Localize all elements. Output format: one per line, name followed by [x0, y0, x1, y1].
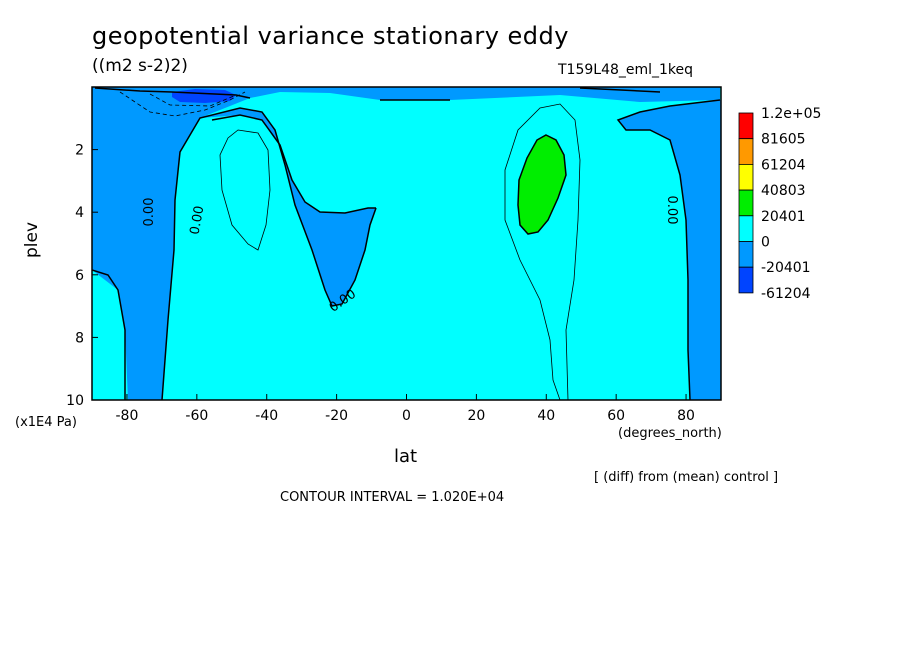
contour-interval: CONTOUR INTERVAL = 1.020E+04	[280, 490, 505, 505]
contour-dashed-top	[119, 91, 246, 117]
colorbar: 1.2e+05 81605 61204 40803 20401 0 -20401 -61204	[738, 106, 821, 302]
fill-positive-north	[518, 135, 566, 234]
contour-zero-south	[92, 269, 126, 400]
x-tick-label: 20	[467, 408, 485, 424]
x-axis-unit: (degrees_north)	[618, 426, 722, 441]
x-tick-label: 40	[537, 408, 555, 424]
contour-lines	[92, 87, 721, 400]
chart-units: ((m2 s-2)2)	[92, 56, 188, 76]
colorbar-swatch	[738, 189, 754, 217]
colorbar-swatch	[738, 266, 754, 294]
colorbar-swatch	[738, 215, 754, 242]
contour-thin-south	[219, 129, 271, 251]
colorbar-swatch	[738, 241, 754, 268]
colorbar-label: 1.2e+05	[761, 106, 821, 122]
colorbar-swatch	[738, 163, 754, 191]
contour-positive-north	[517, 134, 567, 235]
contour-zero-mid-south	[161, 107, 377, 400]
contour-label: 0.00	[188, 205, 208, 236]
x-tick-label: 60	[607, 408, 625, 424]
x-tick-label: -20	[325, 408, 348, 424]
colorbar-label: 81605	[761, 132, 806, 148]
x-tick-label: 0	[402, 408, 411, 424]
colorbar-label: 20401	[761, 209, 806, 225]
contour-label: 0.00	[664, 196, 679, 225]
y-axis: 2 4 6 8 10	[66, 143, 98, 409]
y-tick-label: 4	[75, 205, 84, 221]
colorbar-label: -20401	[761, 260, 811, 276]
y-tick-label: 6	[75, 268, 84, 284]
contour-label: 0.00	[142, 198, 157, 227]
x-tick-label: -40	[255, 408, 278, 424]
colorbar-swatch	[738, 112, 754, 140]
fill-negative-north	[618, 100, 721, 400]
colorbar-label: 40803	[761, 183, 806, 199]
fill-strong-negative	[172, 89, 236, 103]
colorbar-label: -61204	[761, 286, 811, 302]
x-tick-label: -80	[116, 408, 139, 424]
contour-top-edge	[94, 87, 661, 101]
x-axis-label: lat	[394, 446, 418, 467]
x-axis: -80 -60 -40 -20 0 20 40 60 80	[116, 394, 695, 424]
case-name: T159L48_eml_1keq	[558, 62, 694, 78]
colorbar-label: 61204	[761, 157, 806, 173]
contour-zero-north	[616, 99, 721, 400]
colorbar-swatch	[738, 138, 754, 165]
x-tick-label: -60	[185, 408, 208, 424]
x-tick-label: 80	[677, 408, 695, 424]
fill-zero-band	[92, 87, 721, 400]
contour-zero-lobe-top	[211, 114, 376, 214]
contour-dashed-top2	[149, 93, 237, 107]
y-tick-label: 10	[66, 393, 84, 409]
y-tick-label: 2	[75, 143, 84, 159]
colorbar-label: 0	[761, 235, 770, 251]
fill-negative-lobe	[200, 108, 376, 306]
fill-negative-south	[92, 87, 720, 400]
contour-fills	[92, 87, 721, 400]
chart-title: geopotential variance stationary eddy	[92, 22, 569, 50]
y-axis-unit: (x1E4 Pa)	[15, 415, 77, 430]
contour-thin-north	[504, 103, 581, 400]
diff-note: [ (diff) from (mean) control ]	[594, 470, 779, 485]
y-tick-label: 8	[75, 330, 84, 346]
fill-cyan-gap	[174, 118, 200, 250]
